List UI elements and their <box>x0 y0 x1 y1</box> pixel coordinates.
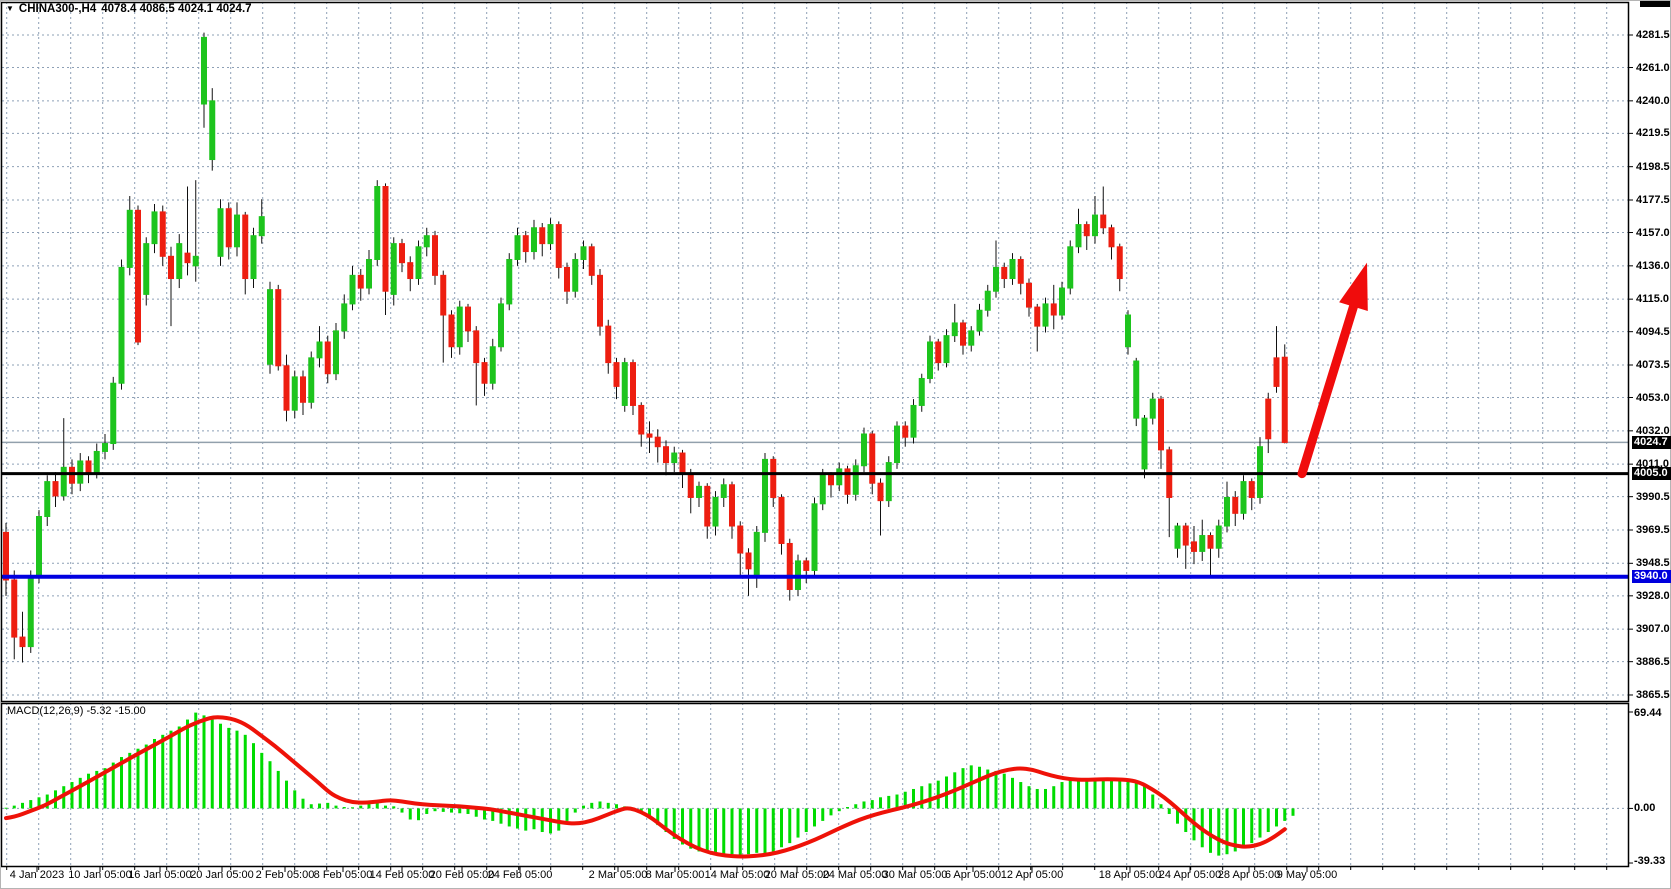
time-tick-label: 24 Apr 05:00 <box>1158 869 1222 881</box>
price-tick-label: 4261.0 <box>1636 61 1670 74</box>
price-tick-label: 4094.5 <box>1636 325 1670 338</box>
time-tick-label: 9 May 05:00 <box>1276 869 1338 881</box>
symbol-dropdown-icon[interactable]: ▼ <box>6 4 14 13</box>
price-tick-label: 3969.5 <box>1636 523 1670 536</box>
price-tick-label: 4240.0 <box>1636 94 1670 107</box>
window-corner-block <box>1640 0 1671 7</box>
macd-panel[interactable] <box>4 712 1295 859</box>
price-tick-label: 4073.5 <box>1636 358 1670 371</box>
time-tick-label: 20 Feb 05:00 <box>429 869 495 881</box>
ohlc-values: 4078.4 4086.5 4024.1 4024.7 <box>101 3 252 15</box>
time-tick-label: 24 Feb 05:00 <box>487 869 553 881</box>
time-tick-label: 20 Mar 05:00 <box>764 869 830 881</box>
time-tick-label: 10 Jan 05:00 <box>68 869 132 881</box>
macd-indicator-label: MACD(12,26,9) -5.32 -15.00 <box>7 705 146 717</box>
time-tick-label: 8 Feb 05:00 <box>313 869 373 881</box>
candles[interactable] <box>3 32 1288 663</box>
chart-title: ▼ CHINA300-,H4 4078.4 4086.5 4024.1 4024.7 <box>6 3 252 15</box>
macd-signal-line <box>4 715 1287 859</box>
time-tick-label: 12 Apr 05:00 <box>1000 869 1064 881</box>
price-tick-label: 3928.0 <box>1636 589 1670 602</box>
price-tick-label: 3948.5 <box>1636 557 1670 570</box>
price-tick-label: 4177.5 <box>1636 193 1670 206</box>
trend-arrow[interactable] <box>1297 262 1368 479</box>
price-tick-label: 3907.0 <box>1636 623 1670 636</box>
price-tick-label: 3990.5 <box>1636 490 1670 503</box>
time-tick-label: 30 Mar 05:00 <box>882 869 948 881</box>
time-tick-label: 28 Apr 05:00 <box>1217 869 1281 881</box>
price-tick-label: 3886.5 <box>1636 655 1670 668</box>
time-tick-label: 20 Jan 05:00 <box>190 869 254 881</box>
macd-axis-max: 69.44 <box>1634 707 1662 719</box>
current-price-tag: 4024.7 <box>1632 435 1671 449</box>
price-tick-label: 4011.0 <box>1636 458 1670 471</box>
time-tick-label: 14 Mar 05:00 <box>704 869 770 881</box>
price-tick-label: 4115.0 <box>1636 293 1670 306</box>
price-tick-label: 4157.0 <box>1636 226 1670 239</box>
macd-axis-min: -39.33 <box>1634 855 1666 868</box>
time-tick-label: 2 Mar 05:00 <box>588 869 648 881</box>
support-level-tag[interactable]: 4005.0 <box>1632 467 1671 481</box>
price-tick-label: 4053.0 <box>1636 391 1670 404</box>
price-tick-label: 4219.5 <box>1636 127 1670 140</box>
macd-axis-zero: 0.00 <box>1634 802 1656 815</box>
price-tick-label: 4198.5 <box>1636 160 1670 173</box>
time-tick-label: 6 Apr 05:00 <box>944 869 1002 881</box>
price-tick-label: 3865.5 <box>1636 688 1670 701</box>
time-tick-label: 4 Jan 2023 <box>9 869 65 881</box>
price-tick-label: 4136.0 <box>1636 259 1670 272</box>
price-tick-label: 4032.0 <box>1636 424 1670 437</box>
grid-lines <box>2 2 1628 866</box>
time-tick-label: 24 Mar 05:00 <box>822 869 888 881</box>
blue-level-tag[interactable]: 3940.0 <box>1632 570 1671 584</box>
time-tick-label: 8 Mar 05:00 <box>645 869 705 881</box>
price-tick-label: 4281.5 <box>1636 29 1670 41</box>
symbol-label: CHINA300-,H4 <box>18 3 97 15</box>
time-tick-label: 18 Apr 05:00 <box>1098 869 1162 881</box>
time-tick-label: 14 Feb 05:00 <box>369 869 435 881</box>
time-tick-label: 16 Jan 05:00 <box>128 869 192 881</box>
time-tick-label: 2 Feb 05:00 <box>255 869 315 881</box>
